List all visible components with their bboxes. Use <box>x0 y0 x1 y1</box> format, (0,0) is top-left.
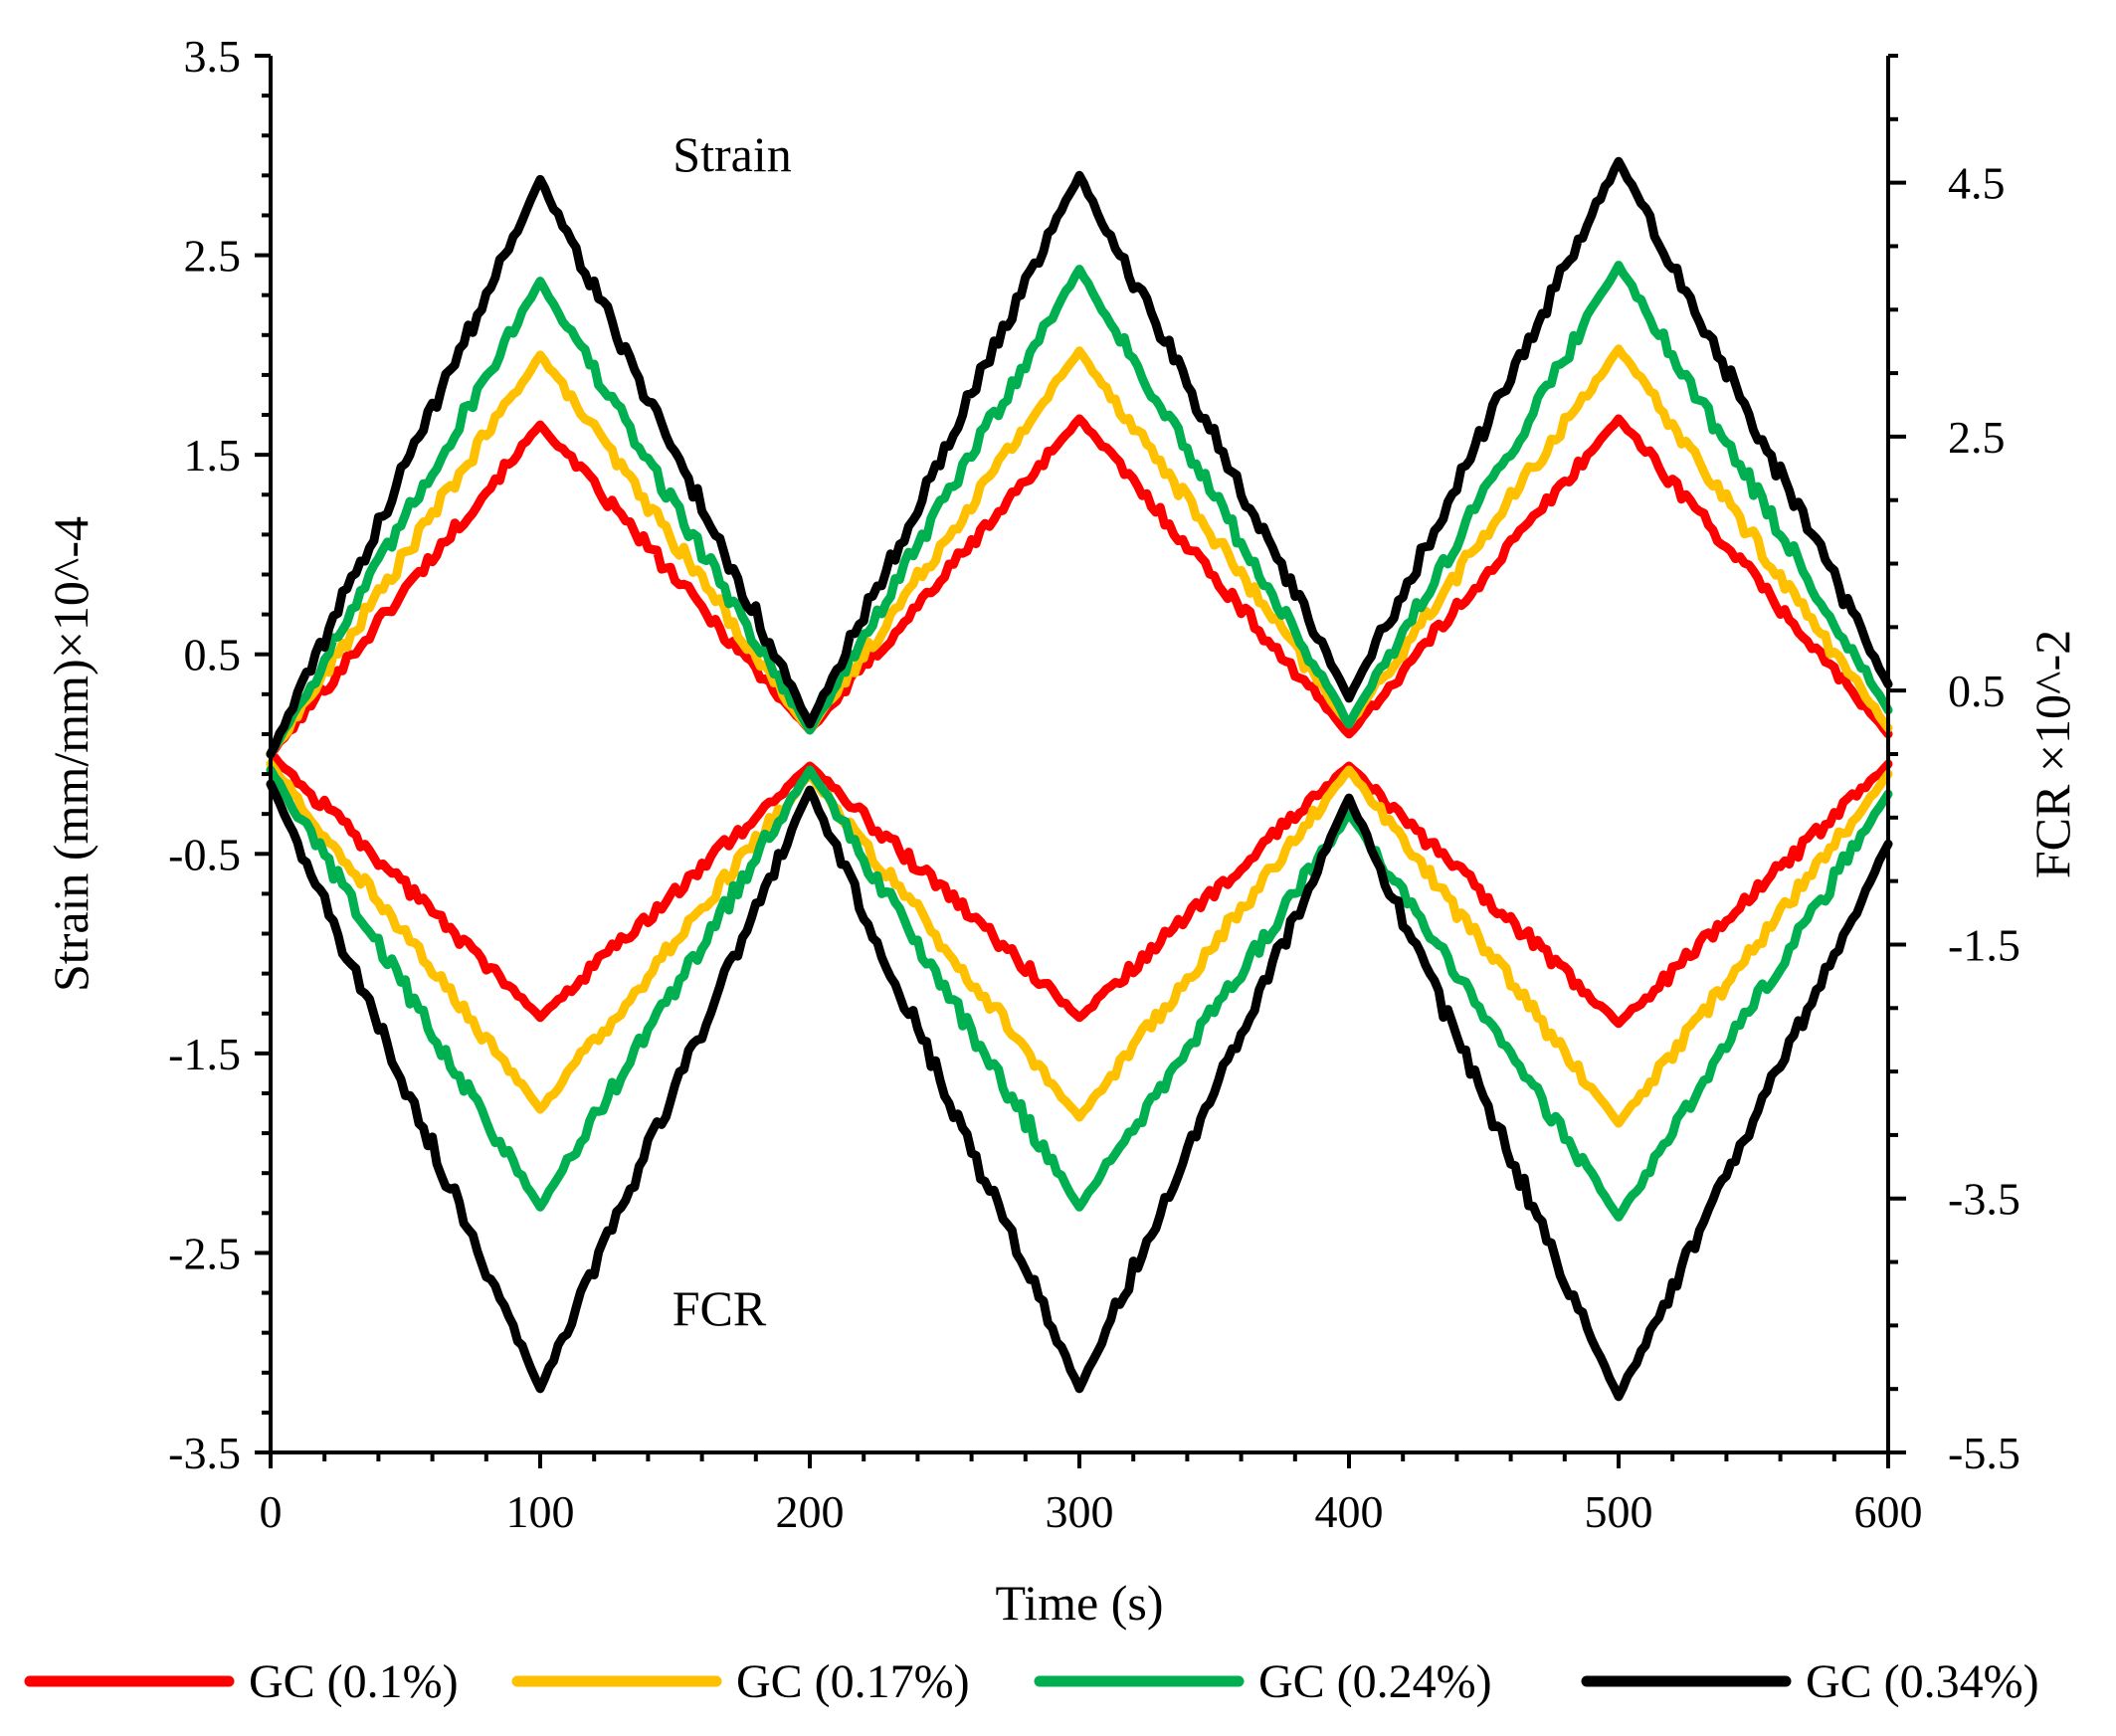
x-tick-label: 600 <box>1854 1486 1923 1537</box>
fcr-annotation: FCR <box>673 1280 767 1336</box>
fcr-line-gc017 <box>266 759 1893 1128</box>
axes <box>255 54 1906 1468</box>
y2-axis-title: FCR ×10^-2 <box>2024 630 2080 878</box>
y2-tick-label: 4.5 <box>1948 158 2006 209</box>
y2-tick-label: -5.5 <box>1948 1428 2020 1478</box>
fcr-line-gc034 <box>266 779 1893 1402</box>
x-tick-label: 300 <box>1046 1486 1114 1537</box>
x-tick-label: 200 <box>776 1486 845 1537</box>
strain-line-gc01 <box>266 414 1893 759</box>
y-tick-label: -2.5 <box>168 1228 241 1278</box>
x-tick-label: 100 <box>506 1486 575 1537</box>
y-tick-label: 2.5 <box>184 231 242 282</box>
y2-tick-label: -1.5 <box>1948 919 2020 970</box>
y2-tick-label: -3.5 <box>1948 1174 2020 1225</box>
legend: GC (0.1%) GC (0.17%) GC (0.24%) GC (0.34%) <box>24 1655 2039 1708</box>
x-axis-title: Time (s) <box>995 1575 1163 1631</box>
labels: 3.5 2.5 1.5 0.5 -0.5 -1.5 -2.5 -3.5 4.5 2.5 0.5 -1.… <box>43 31 2080 1631</box>
legend-label: GC (0.24%) <box>1258 1655 1492 1708</box>
fcr-line-gc024 <box>266 765 1893 1222</box>
legend-label: GC (0.17%) <box>736 1655 970 1708</box>
y-tick-label: -1.5 <box>168 1029 241 1079</box>
y-axis-title: Strain (mm/mm)×10^-4 <box>43 516 98 992</box>
strain-annotation: Strain <box>673 126 791 182</box>
y-tick-label: 1.5 <box>184 430 242 481</box>
y-tick-label: -3.5 <box>168 1428 241 1478</box>
legend-label: GC (0.34%) <box>1806 1655 2039 1708</box>
series-lines <box>266 156 1893 1402</box>
y2-tick-label: 0.5 <box>1948 666 2006 716</box>
y-tick-label: 3.5 <box>184 31 242 82</box>
strain-line-gc024 <box>266 261 1893 759</box>
strain-line-gc034 <box>266 156 1893 759</box>
fcr-line-gc01 <box>266 749 1893 1029</box>
y-tick-label: -0.5 <box>168 829 241 879</box>
x-tick-label: 500 <box>1585 1486 1653 1537</box>
strain-line-gc017 <box>266 344 1893 759</box>
legend-label: GC (0.1%) <box>249 1655 459 1708</box>
y2-tick-label: 2.5 <box>1948 412 2006 463</box>
x-tick-label: 0 <box>260 1486 283 1537</box>
x-tick-label: 400 <box>1315 1486 1384 1537</box>
y-tick-label: 0.5 <box>184 630 242 680</box>
